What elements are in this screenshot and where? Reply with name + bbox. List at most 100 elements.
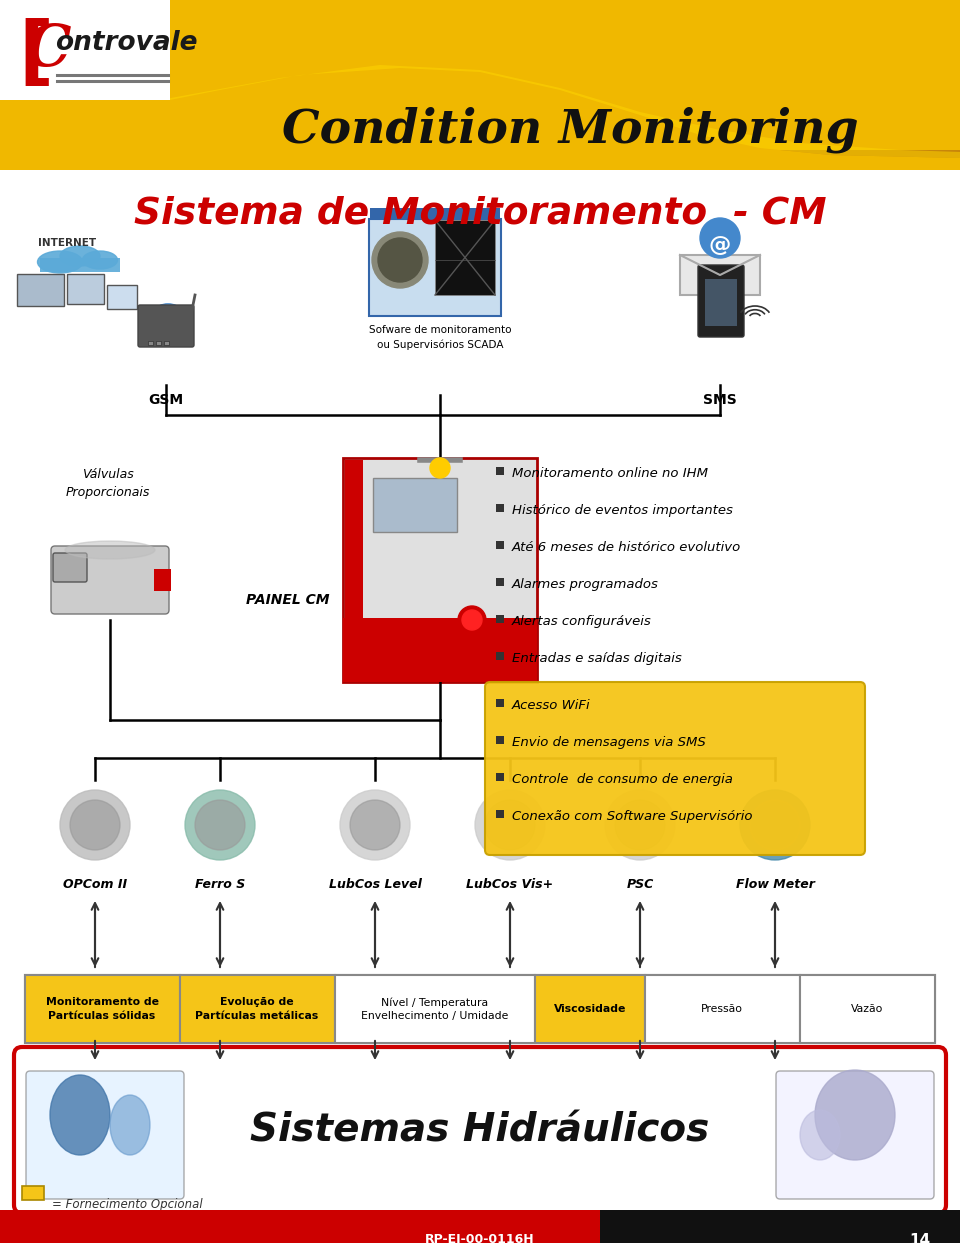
Circle shape <box>430 457 450 479</box>
FancyBboxPatch shape <box>705 278 737 326</box>
Text: Envio de mensagens via SMS: Envio de mensagens via SMS <box>512 736 706 750</box>
Text: 14: 14 <box>909 1233 930 1243</box>
Text: Válvulas
Proporcionais: Válvulas Proporcionais <box>66 469 150 498</box>
FancyBboxPatch shape <box>14 1047 946 1213</box>
Circle shape <box>372 232 428 288</box>
Ellipse shape <box>350 800 400 850</box>
Text: PSC: PSC <box>626 878 654 891</box>
Circle shape <box>378 237 422 282</box>
FancyBboxPatch shape <box>25 975 935 1043</box>
Ellipse shape <box>750 800 800 850</box>
FancyBboxPatch shape <box>370 208 500 220</box>
Ellipse shape <box>740 791 810 860</box>
FancyBboxPatch shape <box>156 341 161 346</box>
Ellipse shape <box>65 541 155 559</box>
FancyBboxPatch shape <box>335 975 535 1043</box>
Polygon shape <box>160 65 960 158</box>
Text: RP-EI-00-0116H: RP-EI-00-0116H <box>425 1233 535 1243</box>
FancyBboxPatch shape <box>0 150 960 170</box>
Ellipse shape <box>485 800 535 850</box>
FancyBboxPatch shape <box>496 503 504 512</box>
Text: OPCom II: OPCom II <box>63 878 127 891</box>
Text: Pressão: Pressão <box>701 1004 743 1014</box>
Text: Entradas e saídas digitais: Entradas e saídas digitais <box>512 653 682 665</box>
FancyBboxPatch shape <box>496 467 504 475</box>
FancyBboxPatch shape <box>164 341 169 346</box>
Ellipse shape <box>37 251 83 273</box>
FancyBboxPatch shape <box>496 773 504 781</box>
FancyBboxPatch shape <box>496 541 504 549</box>
Ellipse shape <box>110 1095 150 1155</box>
Text: @: @ <box>708 235 732 255</box>
FancyBboxPatch shape <box>373 479 457 532</box>
Ellipse shape <box>50 1075 110 1155</box>
Ellipse shape <box>83 251 117 268</box>
Ellipse shape <box>70 800 120 850</box>
Ellipse shape <box>800 1110 840 1160</box>
Text: Viscosidade: Viscosidade <box>554 1004 626 1014</box>
Text: Histórico de eventos importantes: Histórico de eventos importantes <box>512 503 732 517</box>
Ellipse shape <box>195 800 245 850</box>
FancyBboxPatch shape <box>496 810 504 818</box>
FancyBboxPatch shape <box>645 975 800 1043</box>
FancyBboxPatch shape <box>138 305 194 347</box>
Ellipse shape <box>60 246 100 266</box>
Circle shape <box>700 218 740 259</box>
FancyBboxPatch shape <box>600 1209 960 1243</box>
FancyBboxPatch shape <box>0 1209 600 1243</box>
Text: Vazão: Vazão <box>851 1004 883 1014</box>
FancyBboxPatch shape <box>53 553 87 582</box>
FancyBboxPatch shape <box>40 259 120 272</box>
Ellipse shape <box>815 1070 895 1160</box>
Text: Nível / Temperatura
Envelhecimento / Umidade: Nível / Temperatura Envelhecimento / Umi… <box>361 997 509 1021</box>
FancyBboxPatch shape <box>180 975 335 1043</box>
FancyBboxPatch shape <box>435 220 495 295</box>
FancyBboxPatch shape <box>776 1071 934 1199</box>
Ellipse shape <box>185 791 255 860</box>
FancyBboxPatch shape <box>485 682 865 855</box>
Ellipse shape <box>60 791 130 860</box>
Text: LubCos Vis+: LubCos Vis+ <box>467 878 554 891</box>
Text: SMS: SMS <box>703 393 737 406</box>
FancyBboxPatch shape <box>148 341 153 346</box>
Text: ontrovale: ontrovale <box>55 30 198 56</box>
Text: Sistema de Monitoramento  - CM: Sistema de Monitoramento - CM <box>133 195 827 231</box>
FancyBboxPatch shape <box>67 273 104 305</box>
Text: Controle  de consumo de energia: Controle de consumo de energia <box>512 773 732 786</box>
FancyBboxPatch shape <box>22 1186 44 1199</box>
Text: Sofware de monitoramento
ou Supervisórios SCADA: Sofware de monitoramento ou Supervisório… <box>369 324 512 349</box>
Text: Condition Monitoring: Condition Monitoring <box>281 107 858 153</box>
Ellipse shape <box>475 791 545 860</box>
Polygon shape <box>680 255 760 295</box>
Circle shape <box>458 607 486 634</box>
Text: Monitoramento de
Partículas sólidas: Monitoramento de Partículas sólidas <box>45 997 158 1021</box>
Text: = Fornecimento Opcional: = Fornecimento Opcional <box>52 1198 203 1211</box>
Text: Monitoramento online no IHM: Monitoramento online no IHM <box>512 467 708 480</box>
Text: Sistemas Hidráulicos: Sistemas Hidráulicos <box>251 1111 709 1149</box>
FancyBboxPatch shape <box>800 975 935 1043</box>
FancyBboxPatch shape <box>343 618 537 682</box>
FancyBboxPatch shape <box>496 699 504 707</box>
Text: INTERNET: INTERNET <box>38 237 96 249</box>
Text: Alarmes programados: Alarmes programados <box>512 578 659 590</box>
FancyBboxPatch shape <box>343 457 537 682</box>
FancyBboxPatch shape <box>496 615 504 623</box>
FancyBboxPatch shape <box>496 578 504 585</box>
FancyBboxPatch shape <box>345 460 363 680</box>
Text: C: C <box>25 22 71 78</box>
FancyBboxPatch shape <box>369 219 501 316</box>
Text: Até 6 meses de histórico evolutivo: Até 6 meses de histórico evolutivo <box>512 541 741 554</box>
Text: Flow Meter: Flow Meter <box>735 878 814 891</box>
FancyBboxPatch shape <box>0 0 960 170</box>
FancyBboxPatch shape <box>535 975 645 1043</box>
FancyBboxPatch shape <box>17 273 64 306</box>
FancyBboxPatch shape <box>698 265 744 337</box>
Text: Evolução de
Partículas metálicas: Evolução de Partículas metálicas <box>196 997 319 1021</box>
Text: Acesso WiFi: Acesso WiFi <box>512 699 590 712</box>
Ellipse shape <box>605 791 675 860</box>
Text: GSM: GSM <box>149 393 183 406</box>
Text: LubCos Level: LubCos Level <box>328 878 421 891</box>
Circle shape <box>462 610 482 630</box>
FancyBboxPatch shape <box>51 546 169 614</box>
Text: Alertas configuráveis: Alertas configuráveis <box>512 615 652 628</box>
